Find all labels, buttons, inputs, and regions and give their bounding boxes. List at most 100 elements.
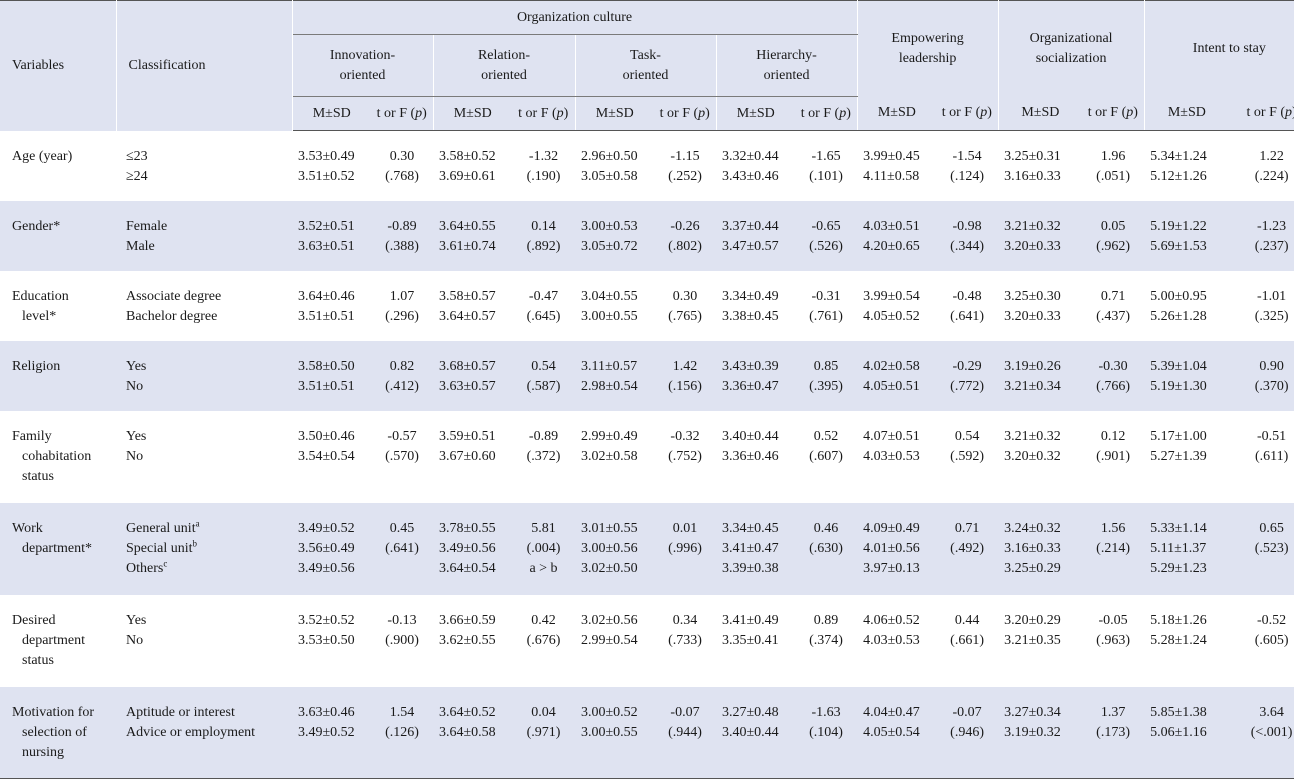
mean-sd-cell: 4.02±0.58 4.05±0.51 xyxy=(857,340,937,411)
mean-sd-cell: 3.21±0.32 3.20±0.33 xyxy=(998,200,1083,271)
header-innovation-oriented: Innovation-oriented xyxy=(292,34,434,97)
classification-cell: Aptitude or interest Advice or employment xyxy=(116,686,292,779)
test-stat-cell: 0.85 (.395) xyxy=(795,340,858,411)
subheader-msd-intent: M±SD xyxy=(1144,96,1230,131)
test-stat-cell: -1.23 (.237) xyxy=(1229,200,1294,271)
mean-sd-cell: 3.50±0.46 3.54±0.54 xyxy=(298,428,355,464)
subheader-tf-empowering: t or F (p) xyxy=(936,96,999,131)
subheader-msd-socialization: M±SD xyxy=(998,96,1083,131)
subheader-msd-task: M±SD xyxy=(575,96,654,131)
classification-cell: Yes No xyxy=(126,612,147,648)
test-stat-cell: 1.54 (.126) xyxy=(371,686,433,779)
classification-cell: Yes No xyxy=(116,340,292,411)
mean-sd-cell: 3.25±0.30 3.20±0.33 xyxy=(1004,288,1061,324)
test-stat-cell: -0.89 (.372) xyxy=(526,428,561,464)
subheader-tf-relation: t or F (p) xyxy=(512,96,576,131)
classification-cell: Yes No xyxy=(126,428,147,464)
mean-sd-cell: 3.02±0.56 2.99±0.54 xyxy=(581,612,638,648)
mean-sd-cell: 3.58±0.57 3.64±0.57 xyxy=(439,288,496,324)
mean-sd-cell: 3.25±0.31 3.16±0.33 xyxy=(1004,149,1061,184)
variable-cell: Education level* xyxy=(12,288,69,324)
test-stat-cell: -0.52 (.605) xyxy=(1254,612,1289,648)
mean-sd-cell: 3.49±0.52 3.56±0.49 3.49±0.56 xyxy=(292,502,371,595)
test-stat-cell: 1.22 (.224) xyxy=(1254,149,1289,184)
subheader-row: M±SD t or F (p) M±SD t or F (p) M±SD t or F (… xyxy=(0,96,1294,131)
mean-sd-cell: 3.58±0.50 3.51±0.51 xyxy=(292,340,371,411)
variable-cell: Religion xyxy=(0,340,116,411)
mean-sd-cell: 3.34±0.45 3.41±0.47 3.39±0.38 xyxy=(716,502,795,595)
header-organizational-socialization: Organizational socialization xyxy=(998,0,1145,97)
variable-cell: Desired department status xyxy=(12,612,85,668)
test-stat-cell: 0.54 (.587) xyxy=(512,340,575,411)
test-stat-cell: 0.46 (.630) xyxy=(795,502,858,595)
table-row: Work department* General unita Special unit… xyxy=(0,502,1294,595)
header-intent-to-stay: Intent to stay xyxy=(1144,0,1294,97)
test-stat-cell: -0.51 (.611) xyxy=(1254,428,1289,464)
test-stat-cell: 1.42 (.156) xyxy=(654,340,716,411)
table-header: Variables Classification Organization cu… xyxy=(0,0,1294,131)
mean-sd-cell: 5.85±1.38 5.06±1.16 xyxy=(1144,686,1230,779)
test-stat-cell: -1.63 (.104) xyxy=(795,686,858,779)
mean-sd-cell: 3.00±0.52 3.00±0.55 xyxy=(575,686,654,779)
mean-sd-cell: 3.58±0.52 3.69±0.61 xyxy=(439,149,496,184)
test-stat-cell: -0.26 (.802) xyxy=(654,200,716,271)
mean-sd-cell: 3.37±0.44 3.47±0.57 xyxy=(716,200,795,271)
test-stat-cell: -0.89 (.388) xyxy=(371,200,433,271)
variable-cell: Motivation for selection of nursing xyxy=(0,686,116,779)
test-stat-cell: -0.32 (.752) xyxy=(668,428,702,464)
test-stat-cell: 1.07 (.296) xyxy=(385,288,419,324)
mean-sd-cell: 3.27±0.34 3.19±0.32 xyxy=(998,686,1083,779)
mean-sd-cell: 3.19±0.26 3.21±0.34 xyxy=(998,340,1083,411)
mean-sd-cell: 3.40±0.44 3.36±0.46 xyxy=(722,428,779,464)
test-stat-cell: 0.82 (.412) xyxy=(371,340,433,411)
test-stat-cell: 0.65 (.523) xyxy=(1229,502,1294,595)
mean-sd-cell: 3.53±0.49 3.51±0.52 xyxy=(298,149,355,184)
mean-sd-cell: 5.33±1.14 5.11±1.37 5.29±1.23 xyxy=(1144,502,1230,595)
header-variables: Variables xyxy=(0,0,117,131)
test-stat-cell: 0.12 (.901) xyxy=(1096,428,1130,464)
mean-sd-cell: 4.06±0.52 4.03±0.53 xyxy=(863,612,920,648)
mean-sd-cell: 5.00±0.95 5.26±1.28 xyxy=(1150,288,1207,324)
mean-sd-cell: 3.99±0.54 4.05±0.52 xyxy=(863,288,920,324)
test-stat-cell: 0.52 (.607) xyxy=(809,428,843,464)
mean-sd-cell: 5.39±1.04 5.19±1.30 xyxy=(1144,340,1230,411)
variable-cell: Family cohabitation status xyxy=(12,428,92,484)
subheader-msd-hierarchy: M±SD xyxy=(716,96,795,131)
mean-sd-cell: 3.11±0.57 2.98±0.54 xyxy=(575,340,654,411)
variable-cell: Age (year) xyxy=(12,148,73,164)
test-stat-cell: -0.07 (.946) xyxy=(936,686,999,779)
test-stat-cell: -0.07 (.944) xyxy=(654,686,716,779)
mean-sd-cell: 3.64±0.46 3.51±0.51 xyxy=(298,288,355,324)
test-stat-cell: 0.30 (.768) xyxy=(385,149,419,184)
table-row: Gender* Female Male 3.52±0.51 3.63±0.51 -0.89… xyxy=(0,200,1294,271)
header-task-oriented: Task-oriented xyxy=(575,34,717,97)
test-stat-cell: 0.01 (.996) xyxy=(654,502,716,595)
mean-sd-cell: 3.99±0.45 4.11±0.58 xyxy=(863,149,920,184)
classification-cell: Associate degree Bachelor degree xyxy=(126,288,222,324)
test-stat-cell: -1.01 (.325) xyxy=(1254,288,1289,324)
mean-sd-cell: 5.34±1.24 5.12±1.26 xyxy=(1150,149,1207,184)
mean-sd-cell: 3.04±0.55 3.00±0.55 xyxy=(581,288,638,324)
header-empowering-leadership: Empowering leadership xyxy=(857,0,999,97)
subheader-msd-innovation: M±SD xyxy=(292,96,371,131)
subheader-msd-empowering: M±SD xyxy=(857,96,937,131)
test-stat-cell: 5.81 (.004) a > b xyxy=(512,502,575,595)
test-stat-cell: -0.13 (.900) xyxy=(385,612,419,648)
header-hierarchy-oriented: Hierarchy-oriented xyxy=(716,34,858,97)
mean-sd-cell: 3.43±0.39 3.36±0.47 xyxy=(716,340,795,411)
subheader-tf-socialization: t or F (p) xyxy=(1082,96,1145,131)
mean-sd-cell: 3.59±0.51 3.67±0.60 xyxy=(439,428,496,464)
test-stat-cell: 0.71 (.492) xyxy=(936,502,999,595)
test-stat-cell: 0.44 (.661) xyxy=(950,612,984,648)
mean-sd-cell: 5.19±1.22 5.69±1.53 xyxy=(1144,200,1230,271)
table-body: Age (year) ≤23 ≥24 3.53±0.49 3.51±0.52 0.30 (.… xyxy=(0,131,1294,779)
table-row: Motivation for selection of nursing Aptitud… xyxy=(0,686,1294,779)
table-row: Religion Yes No 3.58±0.50 3.51±0.51 0.82 (.412… xyxy=(0,340,1294,411)
test-stat-cell: -0.30 (.766) xyxy=(1082,340,1145,411)
test-stat-cell: -1.15 (.252) xyxy=(668,149,702,184)
mean-sd-cell: 4.03±0.51 4.20±0.65 xyxy=(857,200,937,271)
test-stat-cell: 1.96 (.051) xyxy=(1096,149,1130,184)
test-stat-cell: -0.57 (.570) xyxy=(385,428,419,464)
mean-sd-cell: 3.64±0.52 3.64±0.58 xyxy=(433,686,512,779)
variable-cell: Gender* xyxy=(0,200,116,271)
